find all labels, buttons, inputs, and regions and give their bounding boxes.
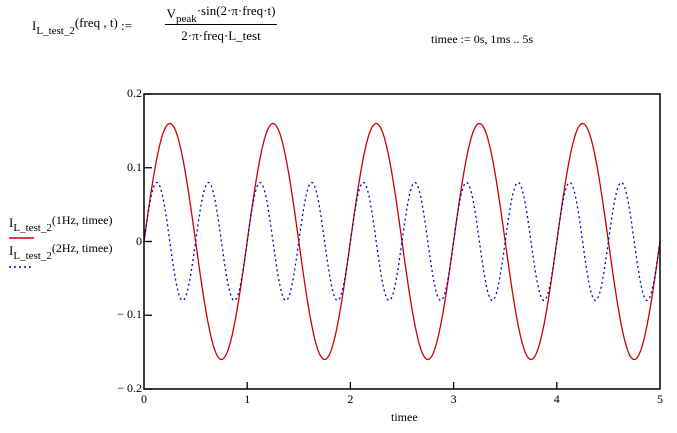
legend-sub: L_test_2 <box>13 222 52 234</box>
x-axis-label: timee <box>391 410 418 424</box>
series-line-1 <box>143 122 661 361</box>
y-tick-label: 0.1 <box>127 159 142 174</box>
func-args: (freq , t) <box>74 15 118 30</box>
legend-entry-1: IL_test_2(1Hz, timee) <box>9 213 113 234</box>
denominator: 2·π·freq·L_test <box>181 28 261 43</box>
x-tick-label: 0 <box>141 392 147 406</box>
x-tick-label: 2 <box>347 392 354 406</box>
numerator: Vpeak·sin(2·π·freq·t) <box>165 3 277 25</box>
num-sub: peak <box>175 13 197 25</box>
range-definition: timee := 0s, 1ms .. 5s <box>431 32 534 46</box>
fraction: Vpeak·sin(2·π·freq·t) 2·π·freq·L_test <box>165 3 277 44</box>
num-main: V <box>166 6 176 21</box>
x-tick-label: 3 <box>450 392 457 406</box>
x-tick-label: 1 <box>244 392 251 406</box>
legend-main: I <box>9 215 14 230</box>
assign-operator: := <box>121 18 132 33</box>
legend-args: (1Hz, timee) <box>51 213 113 227</box>
x-tick-label: 4 <box>553 392 560 406</box>
func-main: I <box>32 18 37 33</box>
fraction-bar <box>165 24 277 25</box>
y-tick-label: 0.2 <box>127 86 142 100</box>
legend-main: I <box>9 243 14 258</box>
y-tick-label: − 0.1 <box>117 307 142 322</box>
func-sub: L_test_2 <box>36 25 75 37</box>
legend-args: (2Hz, timee) <box>51 241 113 255</box>
x-tick-label: 5 <box>657 392 663 406</box>
y-tick-label: − 0.2 <box>117 381 142 395</box>
num-rest: ·sin(2·π·freq·t) <box>196 3 276 18</box>
curves <box>143 122 661 361</box>
ticks <box>144 93 558 390</box>
legend-entry-2: IL_test_2(2Hz, timee) <box>9 241 113 262</box>
legend-sub: L_test_2 <box>13 250 52 262</box>
y-tick-label: 0 <box>136 233 142 248</box>
function-name: IL_test_2(freq , t) := <box>32 15 132 37</box>
